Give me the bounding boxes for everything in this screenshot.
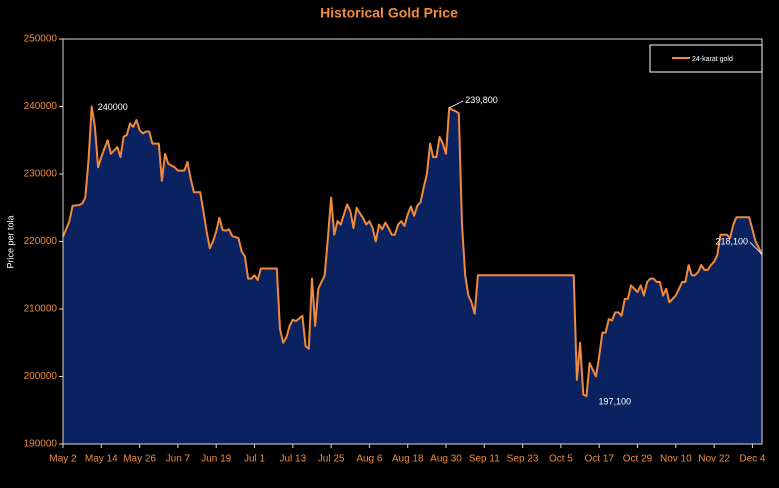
x-tick-label: May 14 — [85, 454, 118, 465]
y-tick-label: 240000 — [24, 101, 58, 112]
x-tick-label: Sep 23 — [507, 454, 539, 465]
series-line — [62, 105, 763, 398]
x-tick-label: Jun 19 — [201, 454, 231, 465]
legend-box — [649, 44, 763, 73]
x-tick-label: Aug 30 — [430, 454, 462, 465]
x-tick-label: Nov 10 — [660, 454, 692, 465]
y-tick-label: 250000 — [24, 34, 58, 45]
x-tick-label: Nov 22 — [698, 454, 730, 465]
x-tick-label: Oct 5 — [549, 454, 573, 465]
x-tick-label: Sep 11 — [469, 454, 500, 465]
x-tick-label: May 2 — [49, 454, 77, 465]
y-axis-label: Price per tola — [5, 215, 15, 268]
area-fill — [63, 106, 762, 444]
y-tick-label: 220000 — [24, 236, 58, 247]
y-tick-label: 190000 — [24, 439, 58, 450]
x-tick-label: Dec 4 — [739, 454, 766, 465]
x-tick-label: Jul 25 — [318, 454, 345, 465]
y-tick-label: 230000 — [24, 169, 58, 180]
x-tick-label: Jul 13 — [279, 454, 306, 465]
legend-label: 24-karat gold — [692, 56, 733, 63]
annotation-leader — [749, 242, 763, 255]
annotation-leader — [449, 100, 464, 109]
y-tick-label: 210000 — [24, 304, 58, 315]
x-tick-label: Oct 29 — [623, 454, 653, 465]
annotation: 197,100 — [598, 396, 631, 406]
x-tick-label: Aug 18 — [392, 454, 424, 465]
annotation: 240000 — [98, 102, 128, 112]
x-tick-label: Aug 6 — [356, 454, 383, 465]
y-tick-label: 200000 — [24, 371, 58, 382]
annotation: 218,100 — [715, 237, 748, 247]
x-tick-label: May 26 — [123, 454, 156, 465]
chart-title: Historical Gold Price — [320, 5, 458, 21]
x-tick-label: Jul 1 — [244, 454, 266, 465]
x-tick-label: Oct 17 — [584, 454, 614, 465]
annotation: 239,800 — [465, 95, 498, 105]
x-tick-label: Jun 7 — [166, 454, 191, 465]
